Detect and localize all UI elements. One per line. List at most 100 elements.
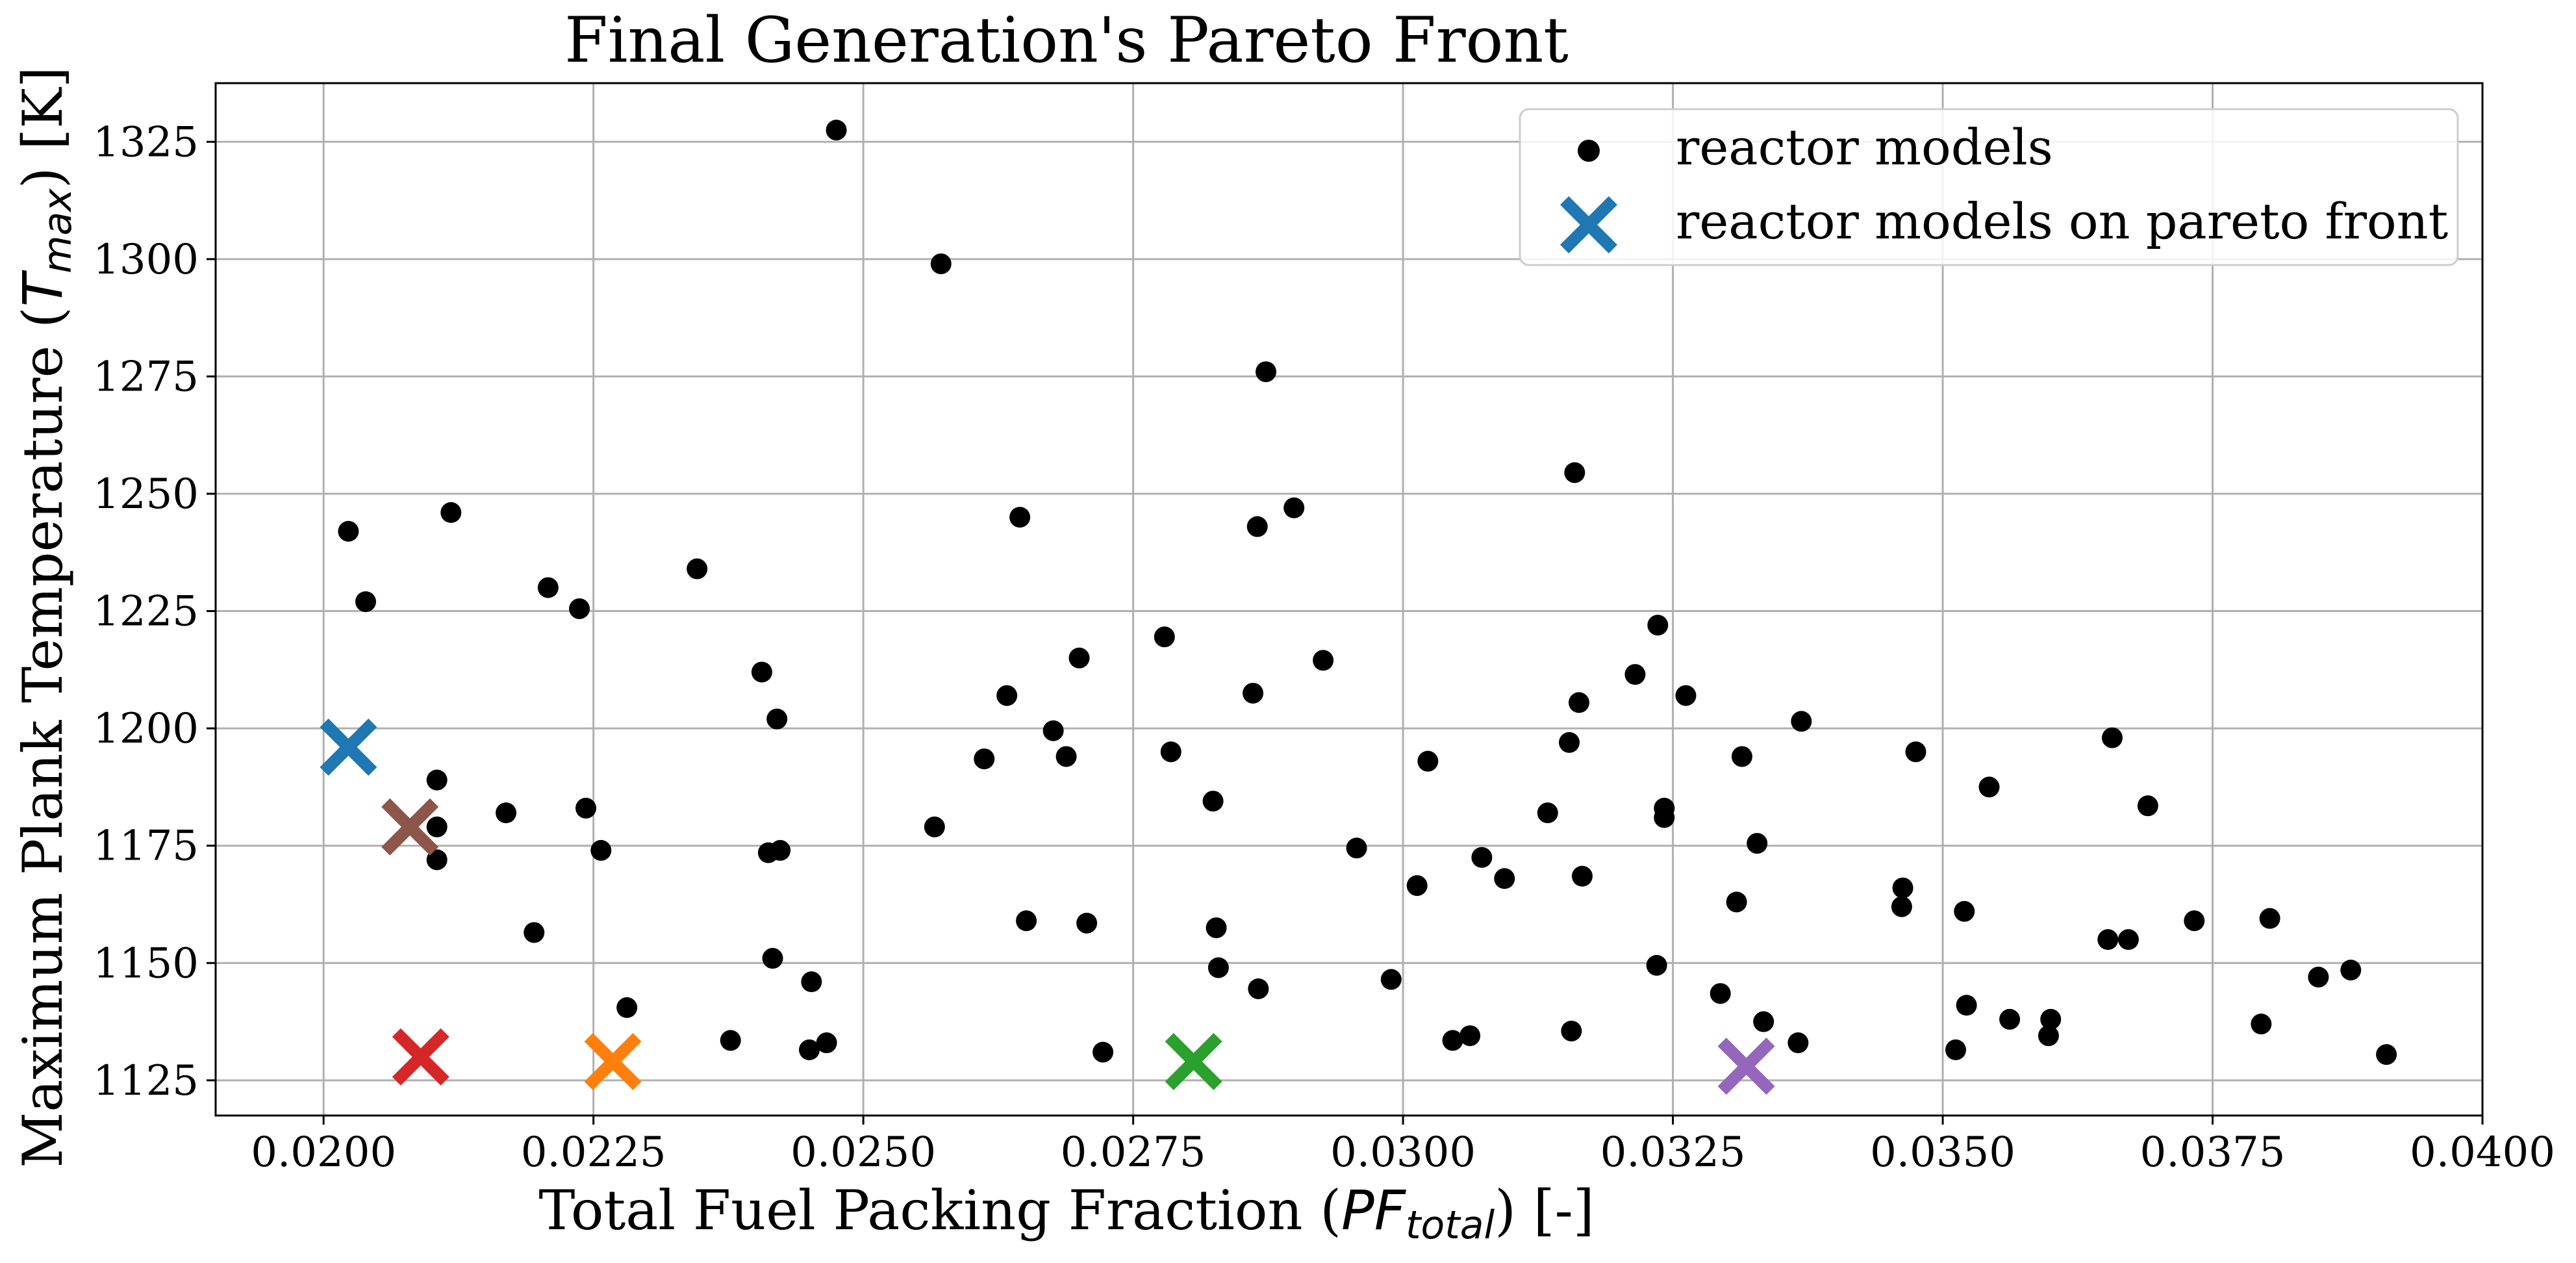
x-tick-label: 0.0275 xyxy=(1061,1129,1206,1177)
reactor-model-point xyxy=(1459,1025,1481,1047)
reactor-model-point xyxy=(1246,516,1268,537)
x-tick-label: 0.0200 xyxy=(251,1129,396,1177)
legend-marker-pareto-front xyxy=(1560,196,1617,253)
reactor-model-point xyxy=(569,598,590,619)
legend-box xyxy=(1519,108,2459,266)
reactor-model-point xyxy=(1442,1030,1463,1051)
reactor-model-point xyxy=(440,502,462,523)
reactor-model-point xyxy=(1055,746,1077,767)
reactor-model-point xyxy=(1160,741,1181,763)
reactor-model-point xyxy=(770,839,791,861)
reactor-model-point xyxy=(996,685,1018,706)
x-axis-label-subscript: total xyxy=(1406,1203,1495,1248)
reactor-model-point xyxy=(974,748,995,770)
reactor-model-point xyxy=(524,922,545,943)
reactor-model-point xyxy=(1891,896,1912,917)
x-axis-label-symbol: PF xyxy=(1341,1179,1407,1242)
reactor-model-point xyxy=(1016,910,1037,932)
reactor-model-point xyxy=(1624,664,1646,685)
pareto-front-point xyxy=(1717,1038,1775,1095)
reactor-model-point xyxy=(1561,1020,1582,1041)
y-axis-label-subscript: max xyxy=(35,188,81,274)
x-axis-label-prefix: Total Fuel Packing Fraction ( xyxy=(538,1179,1341,1242)
y-tick-label: 1250 xyxy=(93,470,199,518)
reactor-model-point xyxy=(2308,966,2329,988)
reactor-model-point xyxy=(1248,978,1269,999)
pareto-front-point xyxy=(392,1028,449,1086)
reactor-model-point xyxy=(799,1039,820,1060)
reactor-model-point xyxy=(816,1032,837,1054)
reactor-model-point xyxy=(616,997,638,1018)
reactor-model-point xyxy=(1646,954,1667,976)
reactor-model-point xyxy=(1956,995,1977,1016)
y-axis-label-suffix: ) [K] xyxy=(11,66,75,188)
x-axis-label-suffix: ) [-] xyxy=(1495,1179,1594,1242)
reactor-model-point xyxy=(2340,960,2362,981)
reactor-model-point xyxy=(1564,462,1585,483)
y-tick-label: 1275 xyxy=(93,353,199,401)
legend-marker-reactor-models xyxy=(1578,140,1600,162)
reactor-model-point xyxy=(426,849,448,871)
reactor-model-point xyxy=(2038,1025,2059,1047)
x-axis-label: Total Fuel Packing Fraction (PFtotal) [-… xyxy=(538,1179,1594,1248)
reactor-model-point xyxy=(1905,741,1926,763)
reactor-model-point xyxy=(1009,507,1031,528)
x-tick-label: 0.0375 xyxy=(2140,1129,2286,1177)
reactor-model-point xyxy=(1068,647,1090,669)
y-tick-label: 1175 xyxy=(93,823,199,871)
reactor-model-point xyxy=(1747,833,1768,854)
y-tick-label: 1125 xyxy=(93,1057,199,1105)
reactor-model-point xyxy=(766,708,788,730)
reactor-model-point xyxy=(826,120,847,141)
y-tick-label: 1200 xyxy=(93,705,199,753)
reactor-model-point xyxy=(1710,983,1731,1004)
reactor-model-point xyxy=(2117,929,2139,950)
reactor-model-point xyxy=(1206,917,1227,939)
reactor-model-point xyxy=(1256,361,1277,383)
reactor-model-point xyxy=(2097,929,2119,950)
reactor-model-point xyxy=(1283,497,1305,518)
reactor-model-point xyxy=(1471,847,1493,868)
reactor-model-point xyxy=(355,591,377,613)
reactor-model-point xyxy=(2259,908,2280,929)
data-points xyxy=(320,120,2397,1095)
reactor-model-point xyxy=(2101,727,2123,748)
reactor-model-point xyxy=(2184,910,2205,932)
reactor-model-point xyxy=(801,971,822,993)
reactor-model-point xyxy=(687,558,708,580)
pareto-front-point xyxy=(381,798,439,856)
x-tick-label: 0.0400 xyxy=(2410,1129,2555,1177)
reactor-model-point xyxy=(426,816,448,837)
reactor-model-point xyxy=(1154,626,1175,648)
plot-area-frame xyxy=(214,82,2484,1117)
reactor-model-point xyxy=(1654,807,1675,828)
reactor-model-point xyxy=(2376,1044,2397,1065)
y-tick-label: 1150 xyxy=(93,939,199,988)
y-tick-label: 1325 xyxy=(93,118,199,166)
pareto-front-point xyxy=(1165,1032,1222,1090)
reactor-model-point xyxy=(537,577,559,598)
reactor-model-point xyxy=(1202,791,1224,812)
reactor-model-point xyxy=(1726,891,1747,913)
reactor-model-point xyxy=(575,797,597,819)
reactor-model-point xyxy=(1999,1008,2021,1030)
y-tick-label: 1225 xyxy=(93,588,199,636)
x-tick-label: 0.0325 xyxy=(1600,1129,1746,1177)
reactor-model-point xyxy=(1791,711,1812,732)
reactor-model-point xyxy=(1978,776,2000,798)
reactor-model-point xyxy=(1731,746,1752,767)
y-axis-ticks: 1125 1150 1175 1200 1225 1250 1275 1300 1325 xyxy=(93,118,216,1105)
chart-title: Final Generation's Pareto Front xyxy=(564,4,1569,77)
x-tick-label: 0.0250 xyxy=(790,1129,936,1177)
reactor-model-point xyxy=(720,1030,741,1051)
legend-pareto-x-icon xyxy=(1560,196,1617,253)
reactor-model-point xyxy=(1559,732,1580,753)
reactor-model-point xyxy=(924,816,945,837)
reactor-model-point xyxy=(1207,957,1229,978)
reactor-model-point xyxy=(1243,682,1264,704)
reactor-model-point xyxy=(1675,685,1697,706)
reactor-model-point xyxy=(1417,750,1439,772)
reactor-model-point xyxy=(1406,875,1428,897)
legend-label-pareto-front: reactor models on pareto front xyxy=(1676,192,2448,250)
